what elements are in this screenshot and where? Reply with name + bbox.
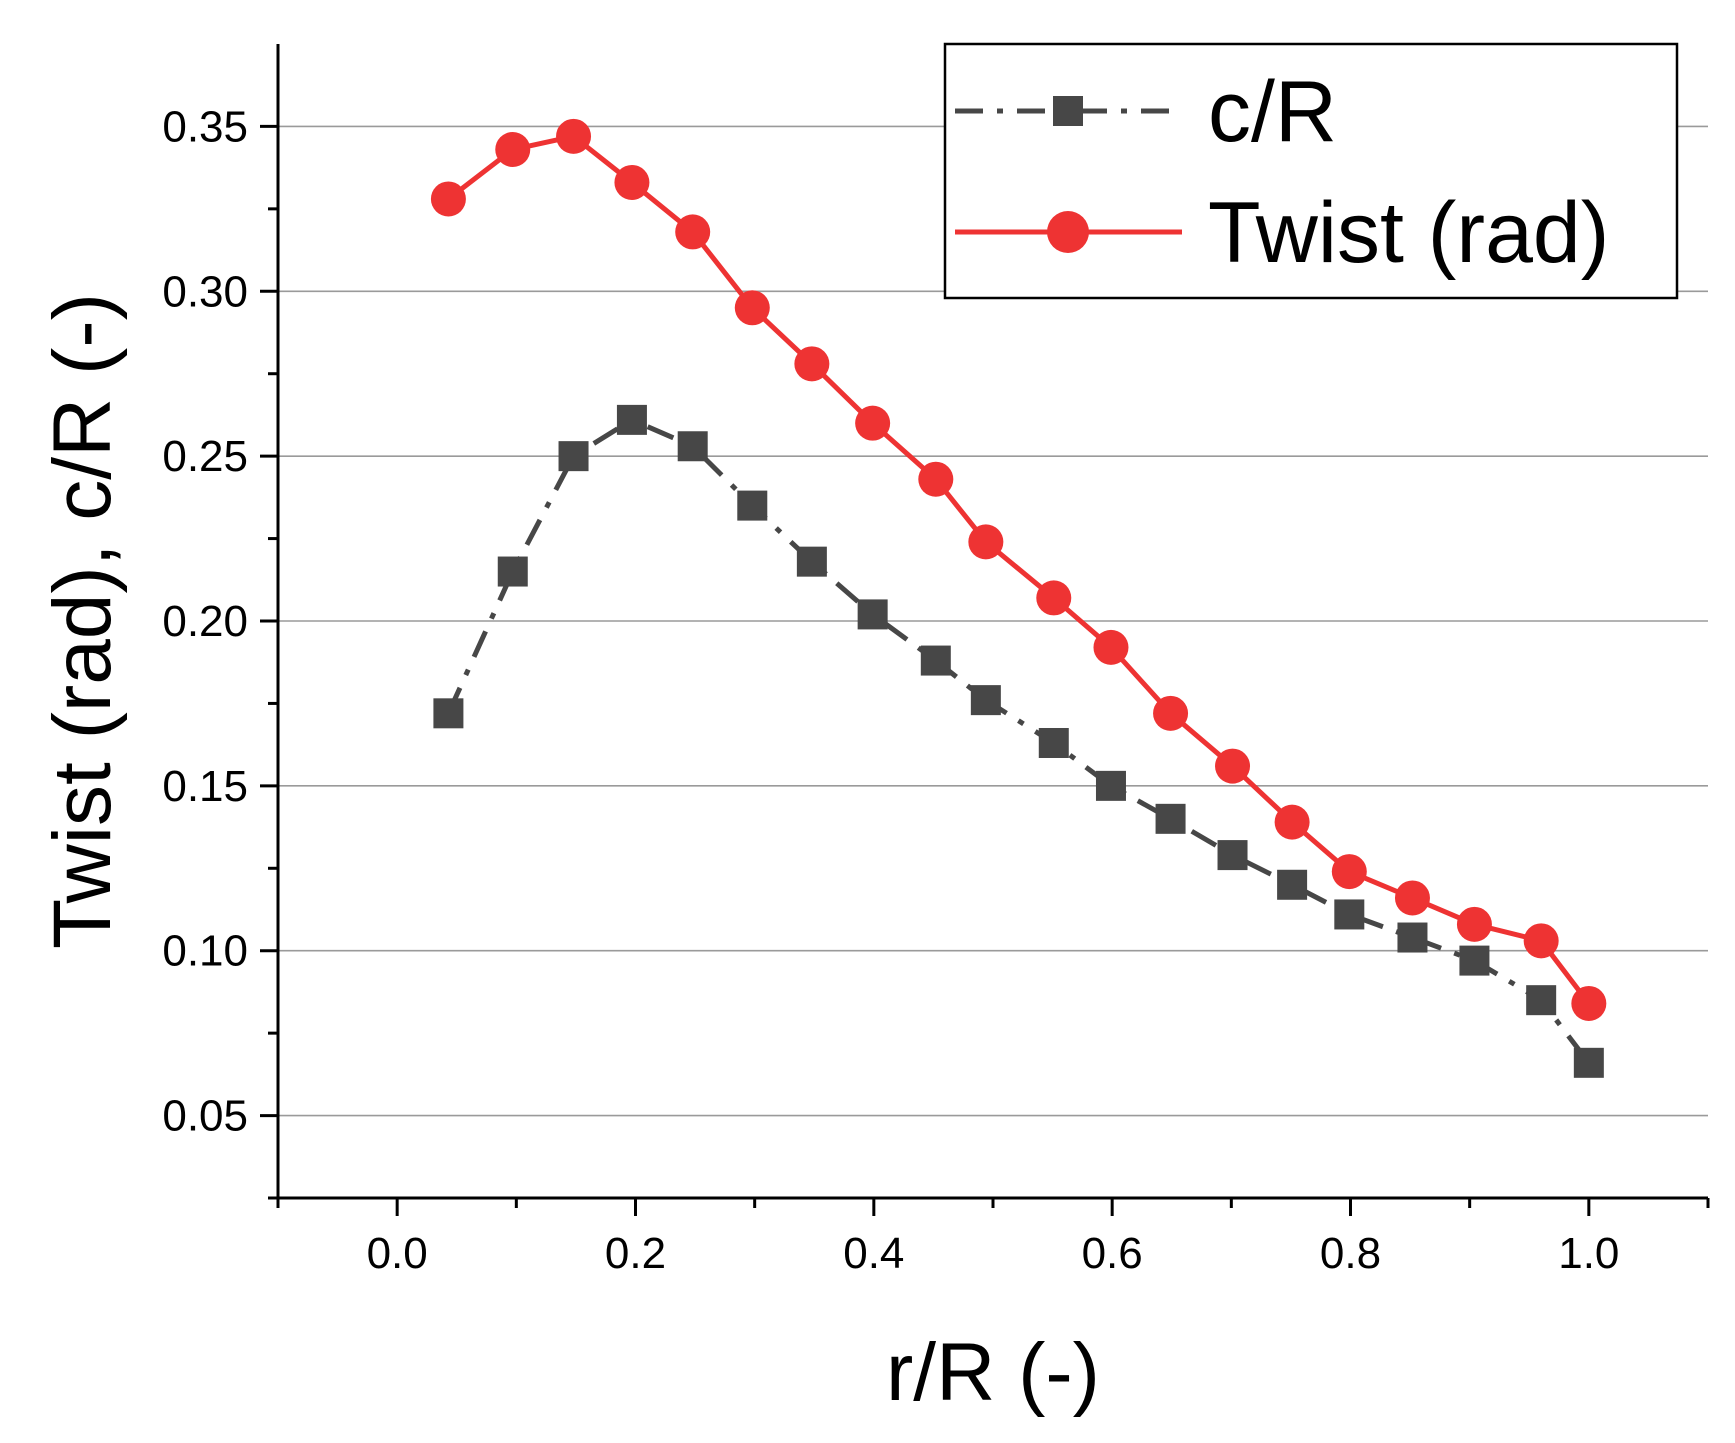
data-point bbox=[1095, 770, 1126, 801]
legend-box bbox=[943, 42, 1679, 300]
data-point bbox=[495, 132, 531, 168]
x-tick-label: 0.4 bbox=[843, 1229, 904, 1278]
legend-label: c/R bbox=[1208, 64, 1337, 160]
data-point bbox=[614, 164, 650, 200]
y-tick-label: 0.25 bbox=[162, 432, 248, 481]
data-point bbox=[857, 599, 888, 630]
data-point bbox=[433, 698, 464, 729]
data-point bbox=[1093, 629, 1129, 665]
data-point bbox=[1456, 906, 1492, 942]
data-point bbox=[970, 685, 1001, 716]
data-point bbox=[1571, 985, 1607, 1021]
data-point bbox=[430, 181, 466, 217]
data-point bbox=[855, 405, 891, 441]
data-point bbox=[497, 556, 528, 587]
data-point bbox=[1397, 922, 1428, 953]
data-point bbox=[616, 404, 647, 435]
y-tick-label: 0.15 bbox=[162, 762, 248, 811]
data-point bbox=[1573, 1047, 1604, 1078]
x-tick-label: 0.6 bbox=[1082, 1229, 1143, 1278]
data-point bbox=[796, 546, 827, 577]
y-tick-label: 0.05 bbox=[162, 1092, 248, 1141]
series-layer bbox=[430, 118, 1607, 1078]
data-point bbox=[1459, 945, 1490, 976]
data-point bbox=[1331, 854, 1367, 890]
x-tick-label: 0.2 bbox=[605, 1229, 666, 1278]
data-point bbox=[675, 214, 711, 250]
x-tick-label: 1.0 bbox=[1558, 1229, 1619, 1278]
x-tick-label: 0.8 bbox=[1320, 1229, 1381, 1278]
data-point bbox=[918, 461, 954, 497]
x-tick-label: 0.0 bbox=[367, 1229, 428, 1278]
data-point bbox=[737, 490, 768, 521]
legend-label: Twist (rad) bbox=[1208, 185, 1609, 281]
data-point bbox=[556, 118, 592, 154]
series-line bbox=[446, 417, 1591, 1065]
data-point bbox=[677, 431, 708, 462]
data-point bbox=[1274, 804, 1310, 840]
data-point bbox=[1215, 748, 1251, 784]
data-point bbox=[558, 441, 589, 472]
legend-marker bbox=[1047, 211, 1089, 253]
y-tick-label: 0.35 bbox=[162, 102, 248, 151]
data-point bbox=[1038, 727, 1069, 758]
data-point bbox=[734, 290, 770, 326]
legend-marker bbox=[1053, 96, 1083, 126]
data-point bbox=[968, 524, 1004, 560]
y-tick-label: 0.10 bbox=[162, 927, 248, 976]
data-point bbox=[1153, 695, 1189, 731]
series-c-over-r bbox=[433, 404, 1604, 1078]
data-point bbox=[1334, 899, 1365, 930]
data-point bbox=[1036, 580, 1072, 616]
data-point bbox=[1155, 803, 1186, 834]
data-point bbox=[1394, 880, 1430, 916]
data-point bbox=[920, 645, 951, 676]
series-twist bbox=[430, 118, 1607, 1021]
y-tick-label: 0.30 bbox=[162, 267, 248, 316]
data-point bbox=[794, 346, 830, 382]
data-point bbox=[1526, 985, 1557, 1016]
data-point bbox=[1523, 923, 1559, 959]
data-point bbox=[1277, 869, 1308, 900]
legend: c/R Twist (rad) bbox=[943, 42, 1679, 300]
axes: 0.05 0.10 0.15 0.20 0.25 0.30 0.35 0.0 0.2 0.4 0.6… bbox=[162, 44, 1710, 1278]
x-axis-title: r/R (-) bbox=[886, 1327, 1100, 1418]
y-tick-label: 0.20 bbox=[162, 597, 248, 646]
y-axis-title: Twist (rad), c/R (-) bbox=[37, 293, 128, 949]
data-point bbox=[1217, 840, 1248, 871]
